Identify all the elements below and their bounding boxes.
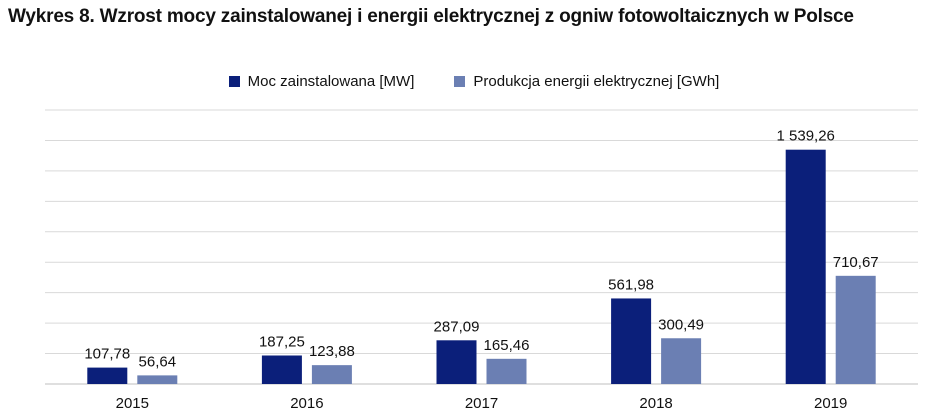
data-label-series2-2016: 123,88 <box>309 343 355 360</box>
bar-series2-2015 <box>137 375 178 384</box>
legend-item-series2: Produkcja energii elektrycznej [GWh] <box>454 73 719 90</box>
legend-swatch-series2 <box>454 76 466 87</box>
chart-title: Wykres 8. Wzrost mocy zainstalowanej i e… <box>8 6 854 27</box>
data-label-series1-2018: 561,98 <box>608 276 654 293</box>
bar-series2-2016 <box>311 365 352 384</box>
data-label-series2-2019: 710,67 <box>833 254 879 271</box>
data-label-series2-2015: 56,64 <box>139 353 177 370</box>
legend-item-series1: Moc zainstalowana [MW] <box>228 73 415 90</box>
x-tick-label-2015: 2015 <box>116 395 149 412</box>
data-label-series2-2018: 300,49 <box>658 316 704 333</box>
data-label-series1-2019: 1 539,26 <box>777 128 835 145</box>
legend-label-series1: Moc zainstalowana [MW] <box>247 73 415 90</box>
x-tick-label-2017: 2017 <box>465 395 498 412</box>
bar-series2-2018 <box>661 338 702 384</box>
data-label-series1-2015: 107,78 <box>84 346 130 363</box>
bar-series1-2015 <box>87 367 128 384</box>
x-tick-label-2019: 2019 <box>814 395 847 412</box>
x-tick-label-2016: 2016 <box>290 395 323 412</box>
bar-series1-2019 <box>785 149 826 384</box>
bar-series2-2017 <box>486 358 527 384</box>
bar-series2-2019 <box>835 275 876 384</box>
legend-label-series2: Produkcja energii elektrycznej [GWh] <box>473 73 720 90</box>
data-label-series2-2017: 165,46 <box>484 337 530 354</box>
legend: Moc zainstalowana [MW] Produkcja energii… <box>0 73 948 90</box>
x-tick-label-2018: 2018 <box>639 395 672 412</box>
bar-series1-2016 <box>261 355 302 384</box>
data-label-series1-2017: 287,09 <box>434 318 480 335</box>
legend-swatch-series1 <box>228 76 240 87</box>
bar-series1-2017 <box>436 340 477 384</box>
bar-series1-2018 <box>611 298 652 384</box>
data-label-series1-2016: 187,25 <box>259 333 305 350</box>
